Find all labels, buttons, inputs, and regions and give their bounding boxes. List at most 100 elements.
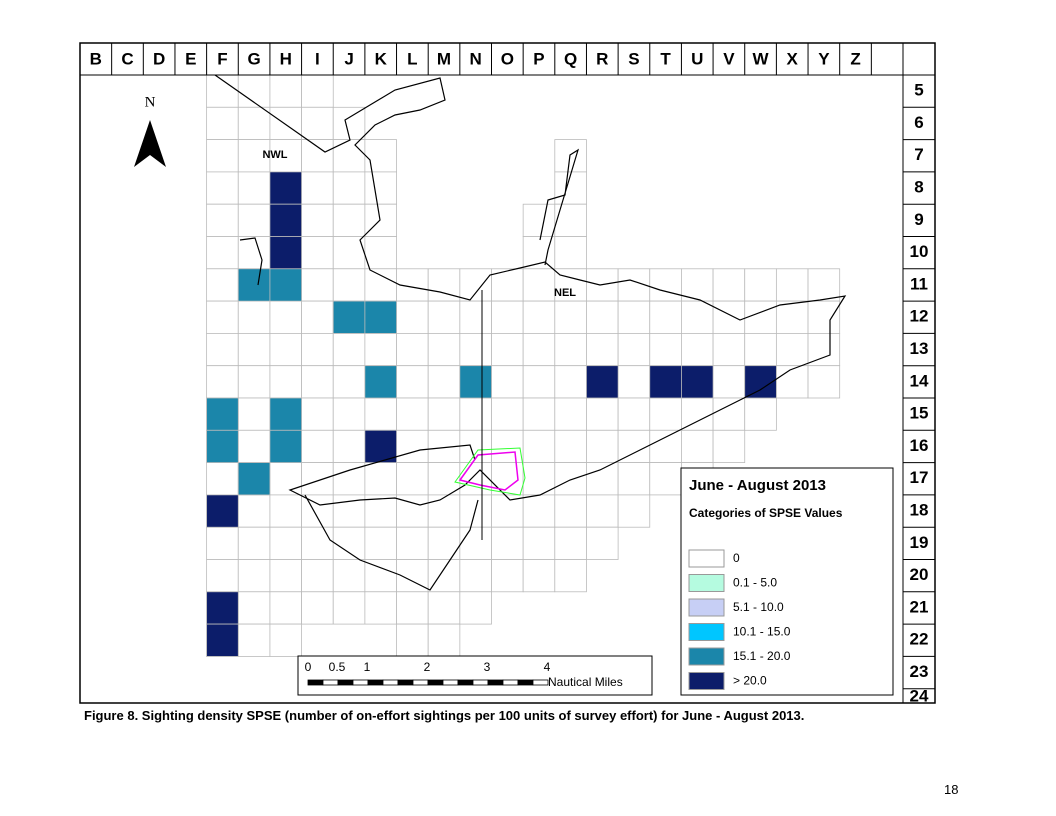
grid-cell [427,332,461,367]
grid-cell [301,332,334,367]
column-label: K [375,49,388,68]
grid-cell [364,332,397,367]
grid-cell [332,397,366,431]
column-label: L [407,49,417,68]
grid-cell [332,591,366,625]
column-label: H [280,49,292,68]
grid-cell [269,332,302,367]
legend-label: 0 [733,551,740,565]
row-label: 18 [910,501,929,520]
grid-labels: B C D E F G H I J K L M N O P Q R S T U V W X Y Z567891011121314… [80,43,935,705]
column-label: S [628,49,639,68]
grid-cell [237,236,271,270]
grid-cell [237,526,271,560]
grid-cell [301,236,334,270]
grid-cell [807,268,841,302]
grid-cell [332,139,366,173]
scale-unit: Nautical Miles [548,675,623,689]
grid-cell [427,365,461,399]
grid-cell [237,139,271,173]
scale-segment [517,679,534,686]
grid-cell [237,591,271,625]
column-label: J [344,49,353,68]
grid-cell [712,429,746,463]
grid-cell [554,300,587,334]
grid-cell [554,236,587,270]
grid-cell [206,139,239,173]
grid-cell [301,559,334,593]
grid-cell [807,332,841,367]
shaded-cell [649,365,682,399]
legend-swatch [688,598,725,617]
grid-cell [237,494,271,528]
shaded-cell [744,365,777,399]
survey-grid [206,74,841,657]
scale-label: 2 [424,660,431,674]
grid-cell [491,429,524,463]
shaded-cell [269,429,302,463]
grid-cell [364,139,397,173]
scale-segment [307,679,324,686]
grid-cell [744,300,777,334]
grid-cell [237,429,271,463]
scale-segment [532,679,549,686]
grid-cell [617,397,651,431]
grid-cell [586,332,619,367]
scale-segment [337,679,354,686]
column-label: T [660,49,671,68]
shaded-cell [206,397,239,431]
column-label: V [723,49,735,68]
grid-cell [301,462,334,496]
grid-cell [586,526,619,560]
column-label: X [787,49,799,68]
legend-swatch [688,672,725,690]
grid-cell [617,332,651,367]
grid-cell [649,332,682,367]
grid-cell [491,365,524,399]
north-arrow [134,120,166,167]
row-label: 19 [910,533,929,552]
grid-cell [237,106,271,141]
grid-cell [237,203,271,237]
grid-cell [269,591,302,625]
grid-cell [237,559,271,593]
grid-cell [522,494,556,528]
grid-cell [427,591,461,625]
grid-cell [522,559,556,593]
grid-cell [681,300,714,334]
grid-cell [237,171,271,205]
grid-cell [269,462,302,496]
column-label: Q [564,49,577,68]
grid-cell [396,332,429,367]
legend: June - August 2013 Categories of SPSE Va… [680,467,894,696]
grid-cell [554,559,587,593]
column-label: Z [850,49,860,68]
grid-cell [301,429,334,463]
scale-segment [487,679,504,686]
grid-cell [206,203,239,237]
grid-cell [554,494,587,528]
column-label: O [501,49,514,68]
shaded-cell [459,365,492,399]
area-label: NEL [554,287,576,299]
grid-cell [554,462,587,496]
scale-segment [472,679,489,686]
row-label: 22 [910,630,929,649]
grid-cell [332,462,366,496]
grid-cell [522,365,556,399]
grid-cell [206,332,239,367]
grid-cell [681,429,714,463]
row-label: 6 [914,113,923,132]
shaded-cell [269,268,302,302]
grid-cell [332,332,366,367]
grid-cell [332,429,366,463]
column-label: B [90,49,102,68]
grid-cell [712,300,746,334]
shaded-cell [364,429,397,463]
grid-cell [396,300,429,334]
page-number: 18 [944,782,959,797]
shaded-cell [206,429,239,463]
column-label: U [691,49,703,68]
grid-cell [364,203,397,237]
column-label: F [217,49,227,68]
